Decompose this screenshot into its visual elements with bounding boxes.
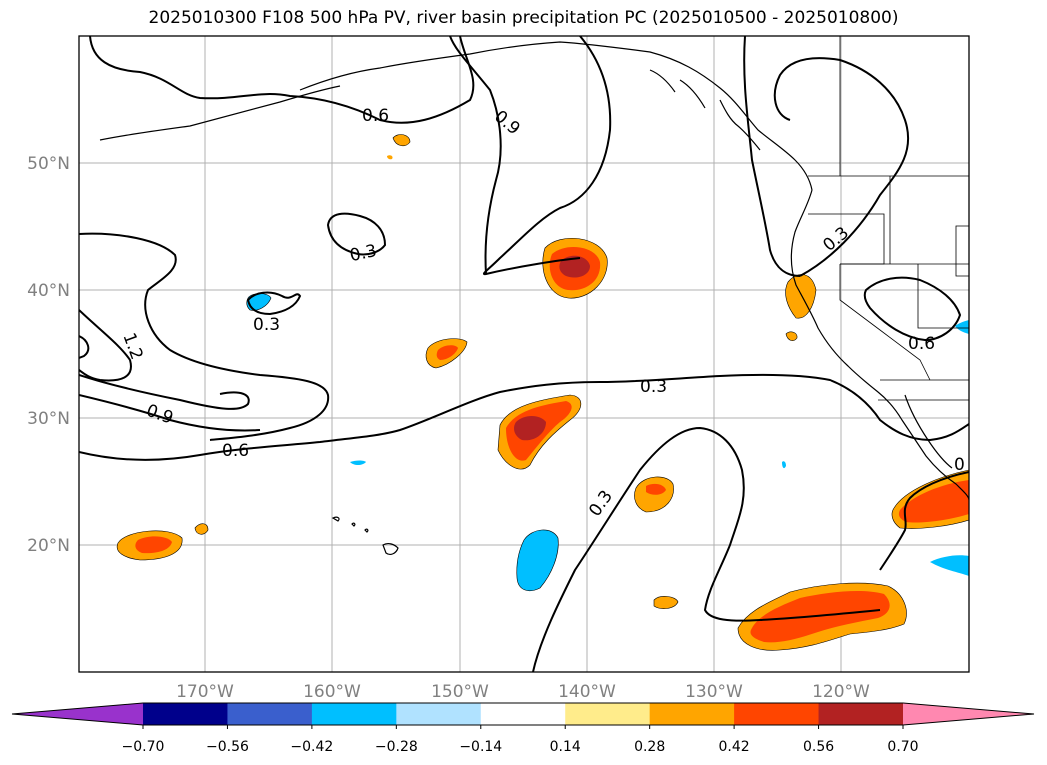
colorbar-segment	[565, 703, 651, 725]
colorbar-tick-label: 0.28	[634, 739, 665, 755]
colorbar-tick-label: −0.42	[290, 739, 333, 755]
colorbar-tick-label: −0.28	[375, 739, 418, 755]
precip-positive-patch	[392, 134, 411, 147]
precip-positive-patch	[542, 237, 608, 299]
contour-label: 0.6	[222, 441, 249, 461]
lat-tick-label: 30°N	[27, 409, 70, 429]
colorbar-segment	[649, 703, 735, 725]
colorbar-segment	[227, 703, 313, 725]
precip-negative-patch	[782, 461, 786, 469]
lon-tick-label: 150°W	[431, 682, 489, 702]
contour-label: 1.2	[118, 330, 146, 362]
precip-positive-patch	[194, 523, 209, 535]
precip-positive-patch	[425, 338, 468, 369]
lat-tick-label: 50°N	[27, 154, 70, 174]
lon-tick-label: 120°W	[812, 682, 870, 702]
precip-negative-patch	[955, 320, 969, 334]
contour-label-group: 0.6 0.9 0.3 0.3 0.3 1.2 0.9 0.6 0.3 0.3 …	[118, 106, 964, 520]
colorbar: −0.70 −0.56 −0.42 −0.28 −0.14 0.14 0.28 0.42 0.5…	[11, 702, 1035, 755]
pv-contours	[79, 36, 969, 672]
contour-label: 0.3	[640, 377, 667, 397]
precip-positive-patch	[891, 469, 969, 529]
coastlines	[99, 41, 969, 555]
colorbar-tick-label: −0.56	[206, 739, 249, 755]
lon-tick-labels: 170°W 160°W 150°W 140°W 130°W 120°W	[176, 682, 870, 702]
contour-label: 0.9	[144, 401, 176, 429]
contour-label: 0.3	[585, 487, 617, 521]
colorbar-tick-label: 0.70	[887, 739, 918, 755]
colorbar-extend-max	[903, 703, 1034, 725]
precip-negative-patch	[516, 529, 559, 591]
contour-label: 0.6	[362, 106, 389, 126]
colorbar-segment	[480, 703, 566, 725]
colorbar-segment	[734, 703, 820, 725]
contour-label: 0.3	[819, 223, 853, 256]
colorbar-tick-label: −0.14	[459, 739, 502, 755]
colorbar-tick-label: 0.56	[803, 739, 834, 755]
contour-label: 0.3	[253, 315, 280, 335]
precip-positive-patch	[387, 155, 393, 160]
colorbar-segment	[311, 703, 397, 725]
colorbar-tick-label: 0.14	[550, 739, 581, 755]
contour-label: 0	[954, 455, 965, 475]
precip-positive-patch	[653, 596, 679, 609]
contour-label: 0.9	[490, 107, 524, 140]
lon-tick-label: 140°W	[558, 682, 616, 702]
precip-positive-patch	[785, 274, 817, 319]
contour-label: 0.6	[908, 334, 935, 354]
colorbar-segment	[143, 703, 228, 725]
precip-positive-patch	[737, 582, 907, 651]
precip-negative-patch	[350, 460, 366, 465]
precip-positive-patch	[497, 394, 582, 470]
precip-positive-patch	[116, 530, 183, 561]
colorbar-segment	[818, 703, 904, 725]
lon-tick-label: 170°W	[176, 682, 234, 702]
precip-negative-patch	[246, 293, 272, 311]
colorbar-extend-min	[12, 703, 143, 725]
map-area: 0.6 0.9 0.3 0.3 0.3 1.2 0.9 0.6 0.3 0.3 …	[79, 36, 969, 672]
precip-positive-patch	[785, 331, 798, 341]
colorbar-tick-label: −0.70	[122, 739, 165, 755]
contour-label: 0.3	[348, 241, 379, 266]
lat-tick-label: 20°N	[27, 536, 70, 556]
lon-tick-label: 130°W	[685, 682, 743, 702]
map-title: 2025010300 F108 500 hPa PV, river basin …	[148, 8, 899, 28]
precip-positive-patch	[634, 476, 674, 513]
colorbar-segment	[396, 703, 482, 725]
map-frame	[78, 35, 970, 673]
lon-tick-label: 160°W	[303, 682, 361, 702]
lat-tick-label: 40°N	[27, 281, 70, 301]
lat-tick-labels: 50°N 40°N 30°N 20°N	[27, 154, 70, 556]
precip-negative-patch	[930, 555, 969, 576]
colorbar-tick-label: 0.42	[719, 739, 750, 755]
